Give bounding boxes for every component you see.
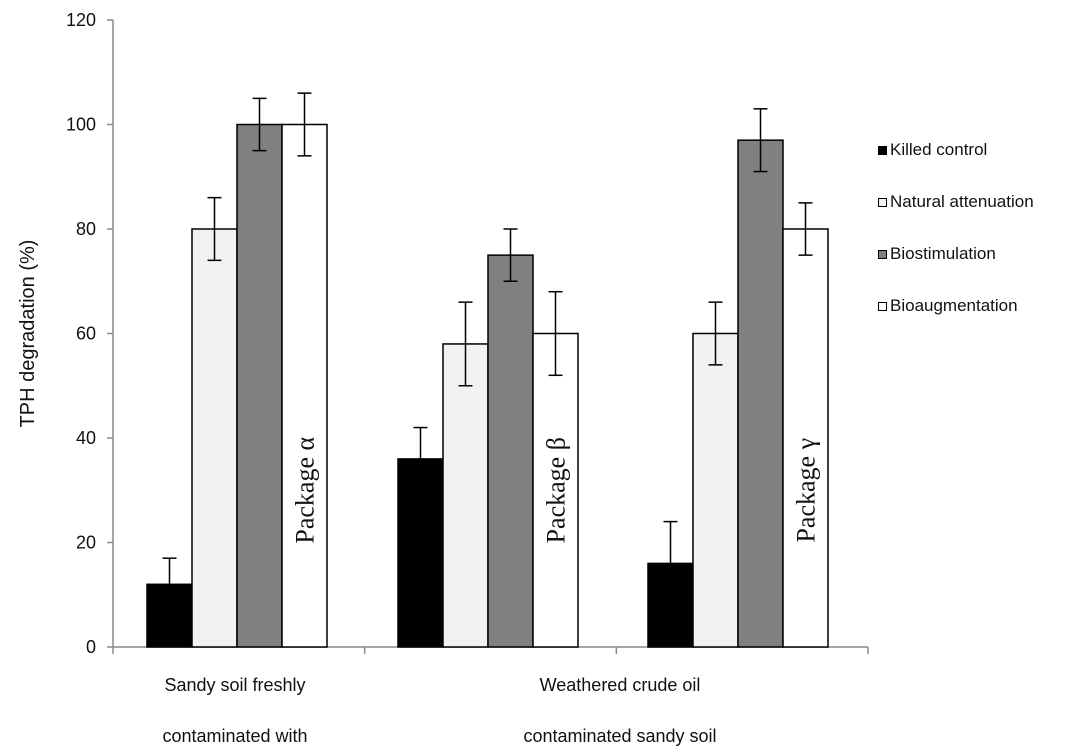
y-axis-title: TPH degradation (%) [17,240,39,428]
bar-natural-attenuation [692,332,739,648]
bar-natural-attenuation [191,228,238,648]
category-label: Weathered crude oil [540,675,701,695]
legend-label: Biostimulation [890,244,996,263]
bar-bioaugmentation [281,123,328,648]
legend-swatch [878,249,887,259]
package-label: Package α [291,437,320,544]
bar-bioaugmentation [532,332,579,648]
bar-biostimulation [737,139,784,648]
y-tick-label: 60 [76,324,96,344]
legend-label: Natural attenuation [890,192,1034,211]
legend-item: Natural attenuation [878,176,1034,228]
category-label: contaminated with [162,726,307,746]
y-tick-label: 80 [76,219,96,239]
y-tick-label: 0 [86,637,96,657]
y-tick-label: 100 [66,115,96,135]
legend-swatch [878,145,887,155]
legend-label: Killed control [890,140,988,159]
category-label: contaminated sandy soil [523,726,716,746]
y-tick-label: 120 [66,10,96,30]
legend-swatch [878,301,887,311]
legend-item: Killed control [878,124,1034,176]
package-label: Package γ [792,438,821,543]
labels: Package α Sandy soil freshly contaminated … [162,437,820,746]
axes: 0 20 40 60 80 100 120 TPH degradation (%) [17,10,869,657]
bar-biostimulation [487,254,534,648]
legend-item: Bioaugmentation [878,280,1034,332]
y-tick-label: 20 [76,533,96,553]
package-label: Package β [542,437,571,543]
category-label: Sandy soil freshly [164,675,305,695]
y-tick-label: 40 [76,428,96,448]
legend: Killed control Natural attenuation Biostim… [878,124,1034,332]
legend-label: Bioaugmentation [890,296,1018,315]
bars [146,92,829,648]
bar-bioaugmentation [782,228,829,648]
legend-swatch [878,197,887,207]
legend-item: Biostimulation [878,228,1034,280]
bar-biostimulation [236,123,283,648]
bar-natural-attenuation [442,343,489,648]
